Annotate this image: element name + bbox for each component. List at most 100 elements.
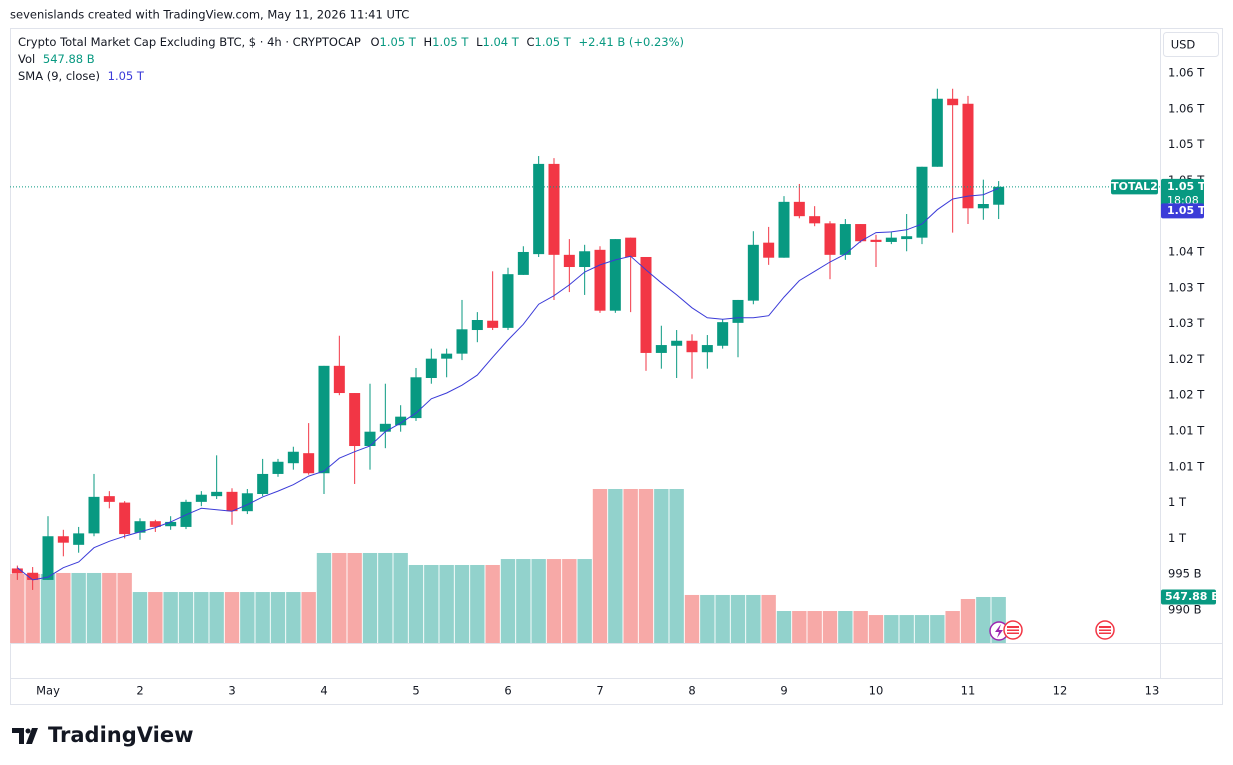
volume-bar <box>270 592 286 643</box>
candle-body <box>640 256 652 353</box>
candle-body <box>119 502 131 535</box>
y-tick-label: 1.06 T <box>1168 101 1205 115</box>
volume-bar <box>562 559 577 643</box>
legend-volume: 547.88 B <box>43 52 95 66</box>
volume-bar <box>378 552 393 643</box>
legend-close: 1.05 T <box>535 35 572 49</box>
y-tick-label: 1 T <box>1168 531 1187 545</box>
volume-bar <box>838 611 853 643</box>
candle-body <box>88 496 100 534</box>
candle-body <box>655 345 667 353</box>
event-icon-glyph <box>1099 626 1111 634</box>
candle-body <box>824 223 836 255</box>
y-tick-label: 1.03 T <box>1168 280 1205 294</box>
y-tick-label: 1 T <box>1168 495 1187 509</box>
symbol-label: TOTAL2 <box>1111 180 1158 193</box>
volume-bar <box>454 564 470 643</box>
volume-layer <box>10 489 1006 643</box>
legend-open: 1.05 T <box>380 35 417 49</box>
candle-body <box>778 201 790 258</box>
x-tick-label: 9 <box>780 684 787 698</box>
volume-bar <box>976 596 991 643</box>
candle-body <box>349 393 361 447</box>
candle-body <box>671 340 683 346</box>
legend-open-label: O <box>370 35 379 49</box>
candle-body <box>809 216 821 224</box>
candle-body <box>103 496 115 502</box>
volume-bar <box>178 592 194 643</box>
y-tick-label: 1.03 T <box>1168 316 1205 330</box>
volume-bar <box>899 615 914 643</box>
candle-body <box>502 274 514 328</box>
last-price-label: 1.05 T <box>1167 180 1206 193</box>
candle-layer <box>11 88 1005 590</box>
volume-bar <box>761 594 776 643</box>
volume-bar <box>347 552 362 643</box>
candle-body <box>701 345 713 353</box>
x-tick-label: 4 <box>320 684 327 698</box>
candle-body <box>977 204 989 209</box>
candle-body <box>456 329 468 354</box>
volume-bar <box>194 592 209 643</box>
candle-body <box>931 98 943 167</box>
currency-button[interactable] <box>1163 32 1219 57</box>
legend-high: 1.05 T <box>432 35 469 49</box>
volume-bar <box>316 552 332 643</box>
sma-line <box>16 187 999 581</box>
x-tick-label: 8 <box>688 684 695 698</box>
x-tick-label: 10 <box>869 684 884 698</box>
x-tick-label: May <box>36 684 60 698</box>
volume-bar <box>792 611 807 643</box>
volume-bar <box>485 564 500 643</box>
y-tick-label: 1.02 T <box>1168 352 1205 366</box>
event-icon-glyph <box>1099 631 1111 633</box>
legend-line: Crypto Total Market Cap Excluding BTC, $… <box>18 35 684 49</box>
candle-body <box>149 521 161 527</box>
volume-bar <box>914 615 930 643</box>
price-box <box>1161 178 1204 209</box>
candle-body <box>885 237 897 242</box>
volume-bar <box>669 489 684 643</box>
candle-body <box>272 461 284 474</box>
y-tick-label: 1.02 T <box>1168 388 1205 402</box>
volume-bar <box>807 611 822 643</box>
candle-body <box>579 251 591 268</box>
volume-bar <box>868 615 884 643</box>
event-icon-glyph <box>1007 626 1019 634</box>
y-tick-label: 1.06 T <box>1168 65 1205 79</box>
x-tick-label: 11 <box>961 684 976 698</box>
currency[interactable]: USD <box>1171 38 1196 52</box>
credit: sevenislands created with TradingView.co… <box>10 8 409 22</box>
x-tick-label: 6 <box>504 684 511 698</box>
volume-bar <box>10 573 25 643</box>
y-tick-label: 1.01 T <box>1168 423 1205 437</box>
volume-bar <box>255 592 270 643</box>
candle-body <box>609 239 621 311</box>
legend-low-label: L <box>476 35 483 49</box>
volume-bar <box>332 552 347 643</box>
volume-bar <box>71 572 86 643</box>
candle-body <box>870 239 882 242</box>
volume-bar <box>470 564 485 643</box>
candle-body <box>42 536 54 580</box>
volume-bar <box>500 559 516 643</box>
volume-bar <box>853 611 868 643</box>
legend-change: +2.41 B (+0.23%) <box>578 35 684 49</box>
x-tick-label: 13 <box>1145 684 1160 698</box>
volume-bar <box>424 564 439 643</box>
candle-body <box>364 431 376 447</box>
volume-bar <box>163 592 178 643</box>
volume-bar <box>700 594 715 643</box>
logo-mark <box>12 728 38 744</box>
candle-body <box>318 365 330 474</box>
volume-bar <box>930 615 945 643</box>
candle-body <box>901 236 913 240</box>
candle-body <box>287 451 299 464</box>
candle-body <box>134 521 146 533</box>
volume-bar <box>408 564 424 643</box>
volume-bar <box>608 489 623 643</box>
volume-bar <box>746 594 761 643</box>
